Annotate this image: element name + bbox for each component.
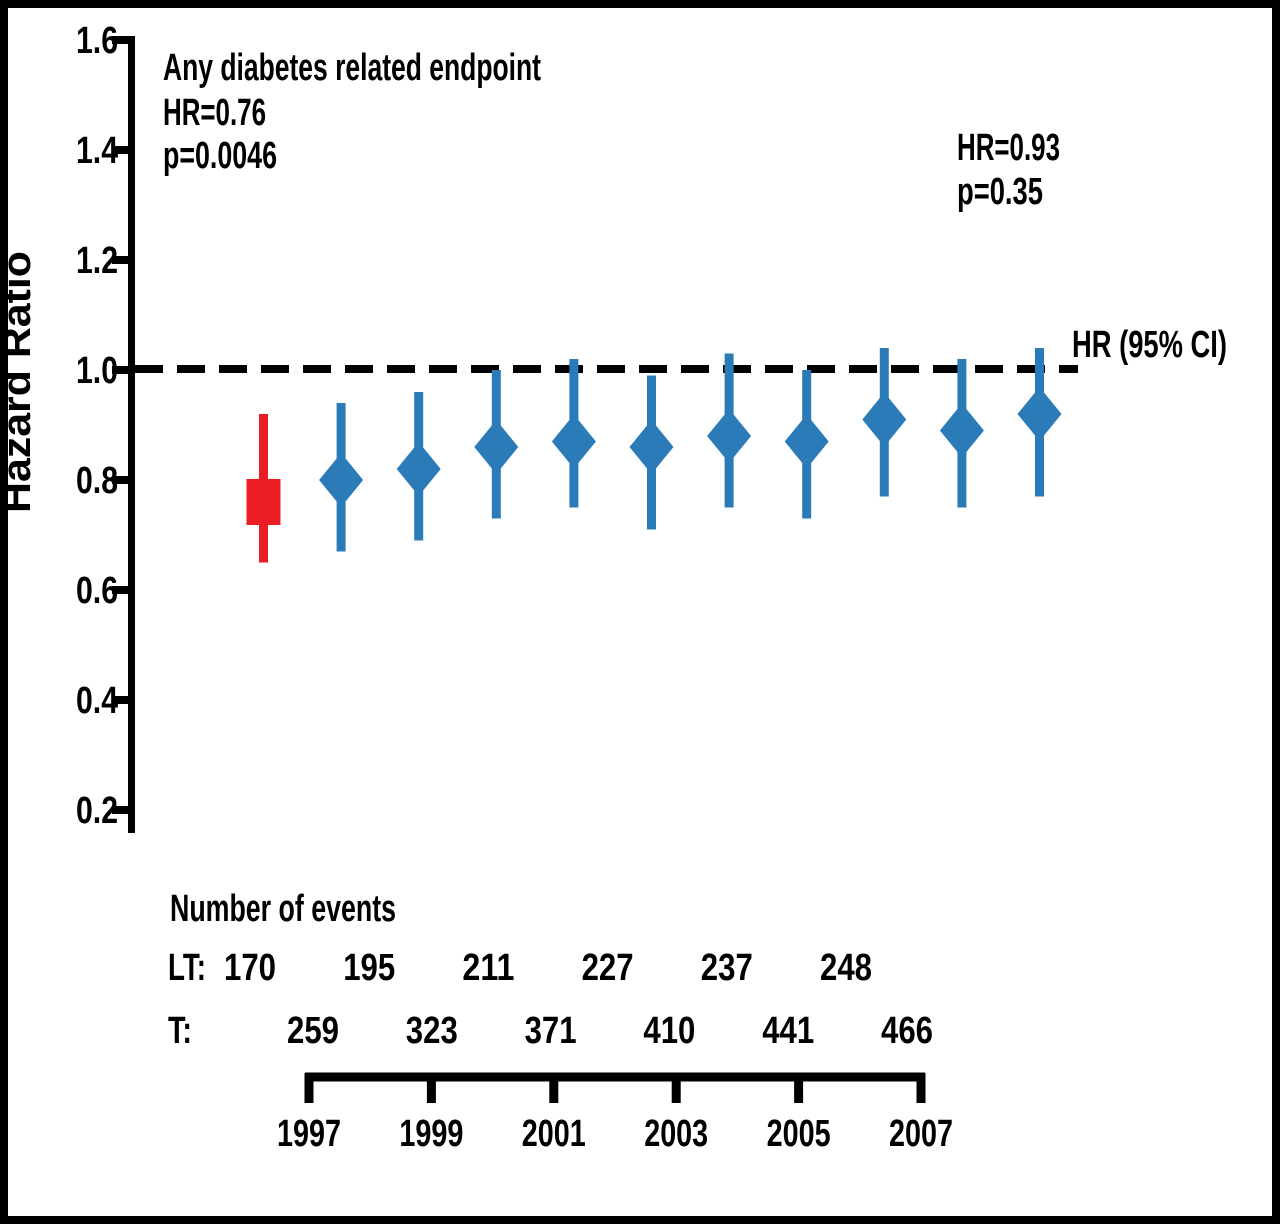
x-tick-label: 2005 (767, 1113, 831, 1155)
events-count: 410 (643, 1010, 695, 1052)
events-count: 237 (701, 947, 753, 989)
ci-point-2006 (939, 359, 984, 508)
ci-point-2000 (474, 370, 519, 519)
events-row-lt-label: LT: (168, 947, 206, 989)
events-row-lt-values: 170 195 211 227 237 248 (224, 947, 872, 989)
x-axis-ticks: 1997 1999 2001 2003 2005 2007 (277, 1073, 953, 1155)
events-count: 211 (462, 947, 514, 989)
y-tick-label: 1.2 (76, 240, 118, 282)
annotation-hr-1997: HR=0.76 (163, 92, 266, 134)
data-points (246, 348, 1062, 563)
y-tick-label: 0.6 (76, 570, 118, 612)
diamond-marker (862, 392, 907, 447)
events-count: 248 (820, 947, 872, 989)
diamond-marker (319, 453, 364, 507)
events-table-title: Number of events (170, 888, 396, 930)
y-tick-label: 1.6 (76, 20, 118, 62)
diamond-marker (551, 414, 596, 469)
diamond-marker (939, 403, 984, 458)
x-tick-label: 2007 (889, 1113, 953, 1155)
events-row-t-label: T: (168, 1010, 192, 1052)
ci-point-1997 (246, 414, 281, 563)
y-tick-label: 1.0 (76, 350, 118, 392)
events-count: 441 (762, 1010, 814, 1052)
y-axis-ticks: 1.6 1.4 1.2 1.0 0.8 0.6 0.4 0.2 (76, 20, 135, 832)
annotation-endpoint-title: Any diabetes related endpoint (163, 47, 541, 89)
events-count: 227 (582, 947, 634, 989)
events-count: 466 (881, 1010, 933, 1052)
x-tick-label: 1999 (399, 1113, 463, 1155)
diamond-marker (474, 420, 519, 474)
y-tick-label: 0.8 (76, 460, 118, 502)
events-count: 371 (525, 1010, 577, 1052)
y-tick-label: 0.2 (76, 790, 118, 832)
ci-point-2007 (1017, 348, 1062, 497)
diamond-marker (784, 414, 829, 469)
diamond-marker (707, 409, 752, 463)
x-tick-label: 2001 (522, 1113, 586, 1155)
x-tick-label: 2003 (644, 1113, 708, 1155)
annotation-p-2007: p=0.35 (957, 171, 1043, 213)
ci-point-1998 (319, 403, 364, 552)
ci-point-1999 (396, 392, 441, 541)
ci-legend-label: HR (95% CI) (1072, 324, 1227, 366)
ci-point-2004 (784, 370, 829, 519)
diamond-marker (396, 442, 441, 496)
ci-point-2003 (707, 353, 752, 508)
events-count: 170 (224, 947, 276, 989)
x-tick-label: 1997 (277, 1113, 341, 1155)
y-axis-title: Hazard Ratio (0, 251, 39, 513)
events-count: 259 (287, 1010, 339, 1052)
events-count: 195 (343, 947, 395, 989)
events-count: 323 (406, 1010, 458, 1052)
ci-point-2002 (629, 375, 674, 530)
diamond-marker (629, 420, 674, 474)
annotation-hr-2007: HR=0.93 (957, 127, 1060, 169)
events-row-t-values: 259 323 371 410 441 466 (287, 1010, 933, 1052)
square-marker (246, 479, 281, 525)
ci-point-2001 (551, 359, 596, 508)
y-tick-label: 1.4 (76, 130, 118, 172)
ci-point-2005 (862, 348, 907, 497)
annotation-p-1997: p=0.0046 (163, 135, 277, 177)
diamond-marker (1017, 387, 1062, 441)
y-tick-label: 0.4 (76, 680, 118, 722)
